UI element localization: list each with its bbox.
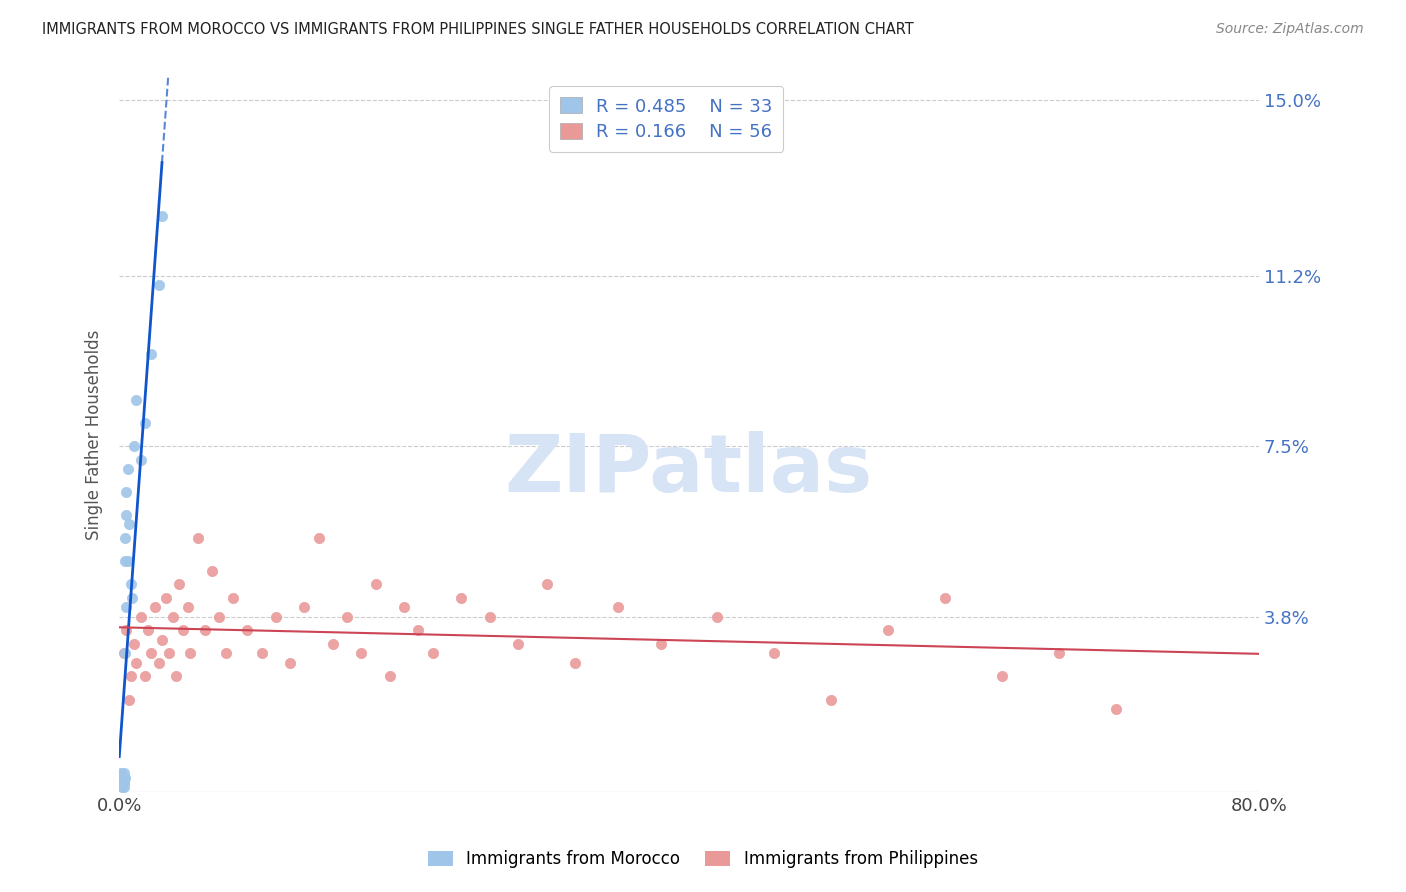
Point (187, 531, 209, 545)
Point (176, 600, 198, 615)
Point (114, 647, 136, 661)
Point (139, 647, 162, 661)
Point (150, 209, 173, 223)
Point (125, 656, 148, 670)
Point (134, 416, 156, 430)
Point (308, 531, 330, 545)
Point (117, 462, 139, 476)
Point (536, 577, 558, 591)
Point (110, 771, 132, 785)
Point (111, 780, 134, 794)
Point (392, 600, 415, 615)
Point (120, 577, 142, 591)
Point (179, 647, 201, 661)
Point (129, 453, 152, 467)
Point (122, 439, 145, 453)
Point (478, 609, 501, 624)
Point (112, 775, 135, 789)
Point (165, 669, 187, 683)
Point (114, 554, 136, 568)
Point (111, 771, 134, 785)
Point (1047, 647, 1070, 661)
Point (322, 637, 344, 651)
Point (114, 771, 136, 785)
Point (125, 392, 148, 407)
Point (115, 624, 138, 638)
Point (706, 609, 728, 624)
Point (162, 609, 184, 624)
Point (134, 669, 156, 683)
Point (294, 600, 316, 615)
Point (118, 692, 141, 706)
Text: ZIPatlas: ZIPatlas (505, 432, 873, 509)
Point (155, 591, 177, 606)
Point (336, 609, 359, 624)
Point (115, 508, 138, 523)
Point (201, 564, 224, 578)
Point (264, 609, 287, 624)
Y-axis label: Single Father Households: Single Father Households (86, 329, 103, 540)
Point (148, 277, 170, 292)
Point (606, 600, 628, 615)
Point (877, 624, 900, 638)
Point (422, 647, 444, 661)
Point (122, 637, 145, 651)
Point (117, 554, 139, 568)
Point (112, 647, 135, 661)
Point (115, 600, 138, 615)
Point (110, 766, 132, 780)
Point (115, 485, 138, 500)
Point (172, 624, 194, 638)
Point (157, 647, 180, 661)
Point (112, 766, 135, 780)
Point (150, 632, 173, 647)
Point (1105, 702, 1128, 716)
Legend: R = 0.485    N = 33, R = 0.166    N = 56: R = 0.485 N = 33, R = 0.166 N = 56 (550, 87, 783, 152)
Point (650, 637, 672, 651)
Text: Source: ZipAtlas.com: Source: ZipAtlas.com (1216, 22, 1364, 37)
Point (129, 609, 152, 624)
Point (364, 577, 387, 591)
Point (408, 624, 430, 638)
Point (250, 647, 273, 661)
Point (136, 624, 159, 638)
Point (236, 624, 259, 638)
Point (934, 591, 956, 606)
Point (194, 624, 217, 638)
Point (278, 656, 301, 670)
Legend: Immigrants from Morocco, Immigrants from Philippines: Immigrants from Morocco, Immigrants from… (422, 844, 984, 875)
Point (120, 669, 142, 683)
Point (450, 591, 472, 606)
Point (121, 591, 143, 606)
Point (110, 775, 132, 789)
Point (112, 780, 135, 794)
Point (820, 692, 842, 706)
Point (378, 669, 401, 683)
Point (215, 647, 238, 661)
Point (991, 669, 1014, 683)
Point (208, 609, 231, 624)
Text: IMMIGRANTS FROM MOROCCO VS IMMIGRANTS FROM PHILIPPINES SINGLE FATHER HOUSEHOLDS : IMMIGRANTS FROM MOROCCO VS IMMIGRANTS FR… (42, 22, 914, 37)
Point (118, 517, 141, 532)
Point (114, 531, 136, 545)
Point (139, 347, 162, 361)
Point (110, 775, 132, 789)
Point (148, 656, 170, 670)
Point (111, 775, 134, 789)
Point (143, 600, 166, 615)
Point (763, 647, 786, 661)
Point (222, 591, 245, 606)
Point (350, 647, 373, 661)
Point (112, 771, 135, 785)
Point (112, 775, 135, 789)
Point (506, 637, 529, 651)
Point (111, 771, 134, 785)
Point (167, 577, 190, 591)
Point (111, 775, 134, 789)
Point (564, 656, 586, 670)
